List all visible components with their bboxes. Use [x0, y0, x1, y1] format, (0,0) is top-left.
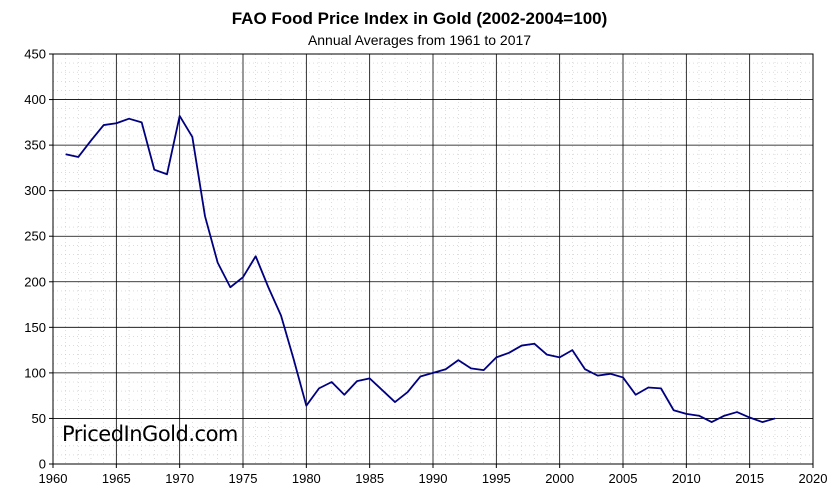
y-tick-label: 300: [24, 183, 46, 198]
y-tick-label: 250: [24, 229, 46, 244]
x-tick-label: 1995: [482, 471, 511, 486]
x-tick-label: 1975: [229, 471, 258, 486]
x-tick-label: 2005: [609, 471, 638, 486]
y-axis-ticks: 0 50 100 150 200 250 300 350 400 450: [24, 47, 53, 472]
chart-subtitle: Annual Averages from 1961 to 2017: [308, 32, 531, 48]
y-tick-label: 200: [24, 274, 46, 289]
x-tick-label: 2015: [735, 471, 764, 486]
y-tick-label: 100: [24, 365, 46, 380]
y-tick-label: 400: [24, 92, 46, 107]
plot-frame: [52, 53, 814, 465]
x-tick-label: 2010: [672, 471, 701, 486]
x-tick-label: 1965: [102, 471, 131, 486]
chart-title: FAO Food Price Index in Gold (2002-2004=…: [232, 9, 608, 28]
x-tick-label: 1970: [165, 471, 194, 486]
y-tick-label: 350: [24, 138, 46, 153]
x-tick-label: 1985: [355, 471, 384, 486]
x-tick-label: 1980: [292, 471, 321, 486]
y-tick-label: 450: [24, 47, 46, 62]
y-tick-label: 50: [32, 411, 46, 426]
x-tick-label: 2020: [799, 471, 828, 486]
x-tick-label: 2000: [545, 471, 574, 486]
watermark: PricedInGold.com: [62, 422, 238, 446]
x-tick-label: 1960: [39, 471, 68, 486]
x-axis-ticks: 1960 1965 1970 1975 1980 1985 1990 1995 2000 2005…: [39, 464, 828, 486]
y-tick-label: 0: [39, 457, 46, 472]
x-tick-label: 1990: [419, 471, 448, 486]
y-tick-label: 150: [24, 320, 46, 335]
series-line: [65, 115, 776, 423]
